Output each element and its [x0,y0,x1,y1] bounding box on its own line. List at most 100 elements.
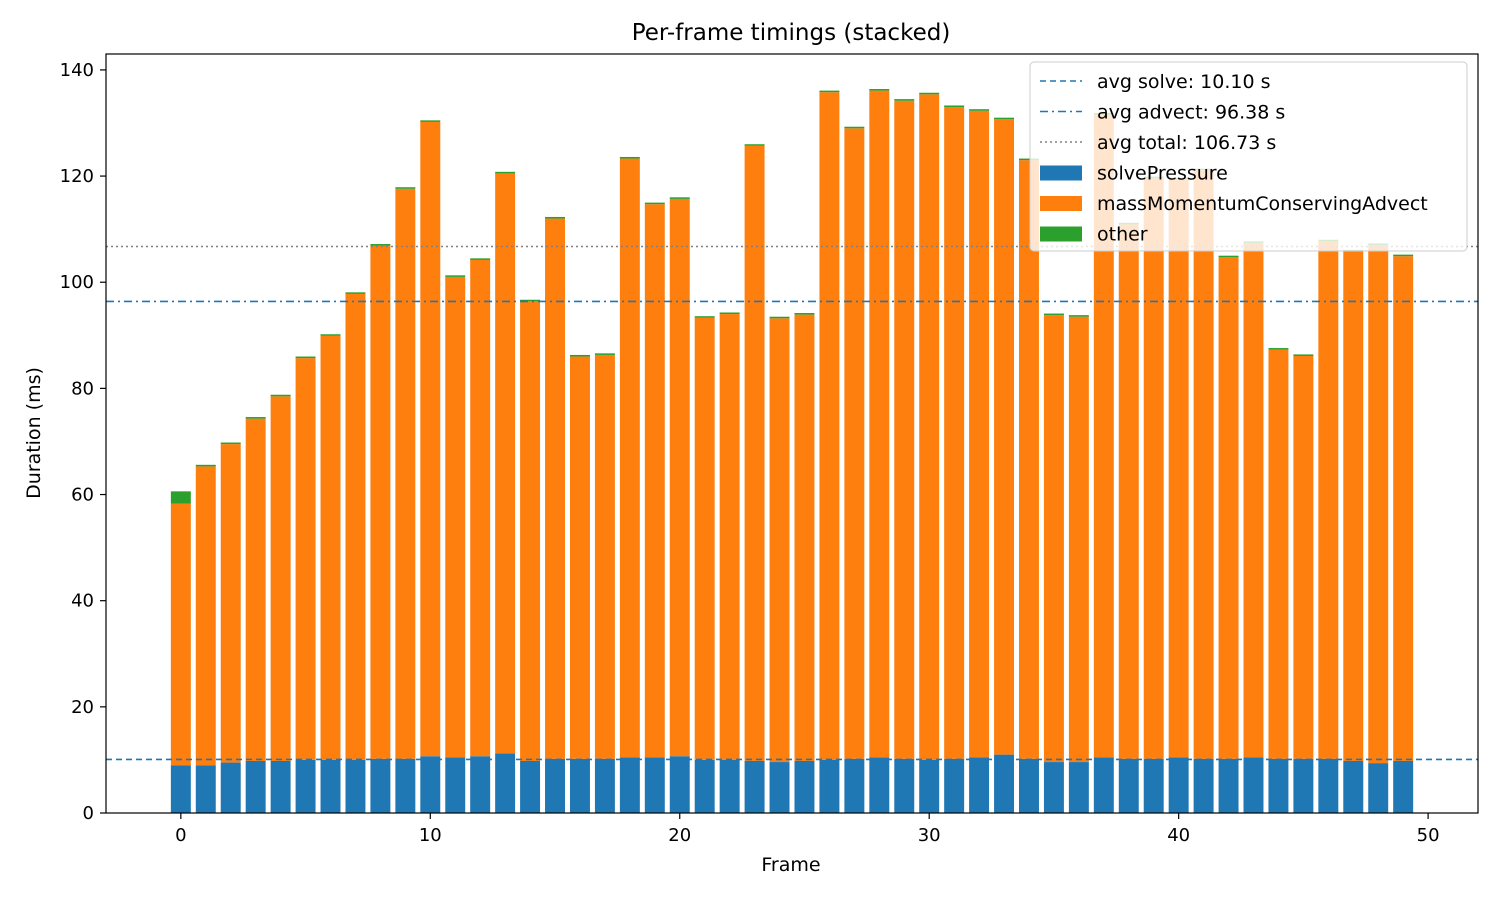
bar-massMomentumConservingAdvect-10 [420,121,441,757]
bar-massMomentumConservingAdvect-4 [270,396,291,761]
bar-solvePressure-6 [320,759,341,813]
bar-solvePressure-16 [569,758,590,813]
bar-massMomentumConservingAdvect-29 [894,100,915,759]
bar-solvePressure-14 [520,760,541,813]
bar-massMomentumConservingAdvect-43 [1243,242,1264,758]
bar-other-23 [744,144,765,146]
bar-massMomentumConservingAdvect-21 [694,317,715,760]
bar-other-21 [694,316,715,318]
bar-massMomentumConservingAdvect-35 [1043,315,1064,763]
bar-other-2 [220,442,241,445]
x-tick-label: 50 [1417,825,1440,846]
bar-other-32 [969,109,990,111]
bar-solvePressure-18 [619,757,640,813]
plot-area: 0 10 20 30 40 50 0 20 40 60 80 100 120 140 [60,53,1479,846]
bar-massMomentumConservingAdvect-42 [1218,257,1239,759]
bar-massMomentumConservingAdvect-14 [520,301,541,761]
legend-swatch-other [1040,226,1082,242]
bar-massMomentumConservingAdvect-30 [919,94,940,760]
bar-solvePressure-34 [1019,758,1039,813]
bar-solvePressure-21 [694,759,715,813]
x-tick-label: 0 [175,825,186,846]
bar-solvePressure-11 [445,757,466,813]
bar-other-1 [195,464,216,467]
bar-massMomentumConservingAdvect-7 [345,293,366,760]
bar-solvePressure-39 [1143,758,1164,813]
y-tick-label: 100 [60,272,94,293]
legend-label: avg solve: 10.10 s [1097,71,1271,93]
legend-label: avg advect: 96.38 s [1097,102,1285,124]
bar-solvePressure-31 [944,758,965,813]
bar-solvePressure-0 [170,765,191,813]
bar-solvePressure-2 [220,762,241,813]
bar-massMomentumConservingAdvect-19 [644,204,665,758]
bar-other-18 [619,156,640,159]
bar-solvePressure-23 [744,760,765,813]
y-tick-label: 140 [60,60,94,81]
y-tick-label: 0 [83,803,94,824]
bar-massMomentumConservingAdvect-3 [245,418,266,761]
bar-massMomentumConservingAdvect-11 [445,276,466,758]
bar-massMomentumConservingAdvect-36 [1068,316,1089,763]
bar-other-33 [994,117,1015,120]
y-tick-label: 60 [71,485,94,506]
bar-other-44 [1268,348,1289,350]
bar-other-3 [245,417,266,419]
bar-solvePressure-25 [794,760,815,813]
bar-massMomentumConservingAdvect-18 [619,158,640,758]
bar-other-15 [545,216,565,219]
bar-massMomentumConservingAdvect-31 [944,107,965,759]
y-tick-label: 20 [71,697,94,718]
bar-other-29 [894,99,915,101]
bar-solvePressure-24 [769,762,790,813]
bar-other-0 [170,491,191,504]
bar-solvePressure-38 [1118,758,1139,813]
bar-other-36 [1068,315,1089,317]
bar-solvePressure-7 [345,759,366,813]
bar-other-25 [794,313,815,315]
bar-massMomentumConservingAdvect-5 [295,358,316,760]
bar-solvePressure-13 [495,753,516,813]
bar-solvePressure-22 [719,759,740,813]
bar-other-35 [1043,313,1064,316]
bar-massMomentumConservingAdvect-23 [744,145,765,761]
bar-massMomentumConservingAdvect-38 [1118,224,1139,759]
bar-solvePressure-10 [420,756,441,813]
bar-massMomentumConservingAdvect-39 [1143,178,1164,759]
bar-massMomentumConservingAdvect-20 [669,198,690,757]
bar-solvePressure-42 [1218,758,1239,813]
bar-solvePressure-40 [1168,757,1189,813]
legend-swatch-solvePressure [1040,165,1082,181]
bar-other-30 [919,92,940,95]
bar-massMomentumConservingAdvect-17 [594,354,615,759]
bar-solvePressure-47 [1343,760,1364,813]
bar-massMomentumConservingAdvect-25 [794,314,815,761]
bar-massMomentumConservingAdvect-2 [220,444,241,763]
bar-other-9 [395,187,416,189]
legend-swatch-massMomentumConservingAdvect [1040,196,1082,211]
bar-solvePressure-27 [844,758,865,813]
bar-solvePressure-8 [370,758,391,813]
legend: avg solve: 10.10 s avg advect: 96.38 s avg… [1029,61,1468,252]
bar-solvePressure-19 [644,757,665,813]
bar-solvePressure-5 [295,759,316,813]
bar-massMomentumConservingAdvect-47 [1343,251,1364,761]
bar-massMomentumConservingAdvect-24 [769,318,790,763]
bar-massMomentumConservingAdvect-48 [1368,245,1389,764]
bar-other-49 [1393,254,1414,257]
bar-massMomentumConservingAdvect-28 [869,90,890,758]
legend-label: solvePressure [1097,163,1228,185]
bar-massMomentumConservingAdvect-45 [1293,356,1314,759]
bar-solvePressure-30 [919,759,940,813]
bar-solvePressure-37 [1093,757,1114,813]
x-tick-label: 20 [668,825,691,846]
bar-massMomentumConservingAdvect-26 [819,92,840,760]
bar-other-28 [869,89,890,91]
chart-title: Per-frame timings (stacked) [632,20,951,46]
bar-solvePressure-28 [869,757,890,813]
bar-other-26 [819,90,840,93]
bar-solvePressure-41 [1193,758,1214,813]
bar-solvePressure-26 [819,759,840,813]
bar-solvePressure-36 [1068,762,1089,813]
